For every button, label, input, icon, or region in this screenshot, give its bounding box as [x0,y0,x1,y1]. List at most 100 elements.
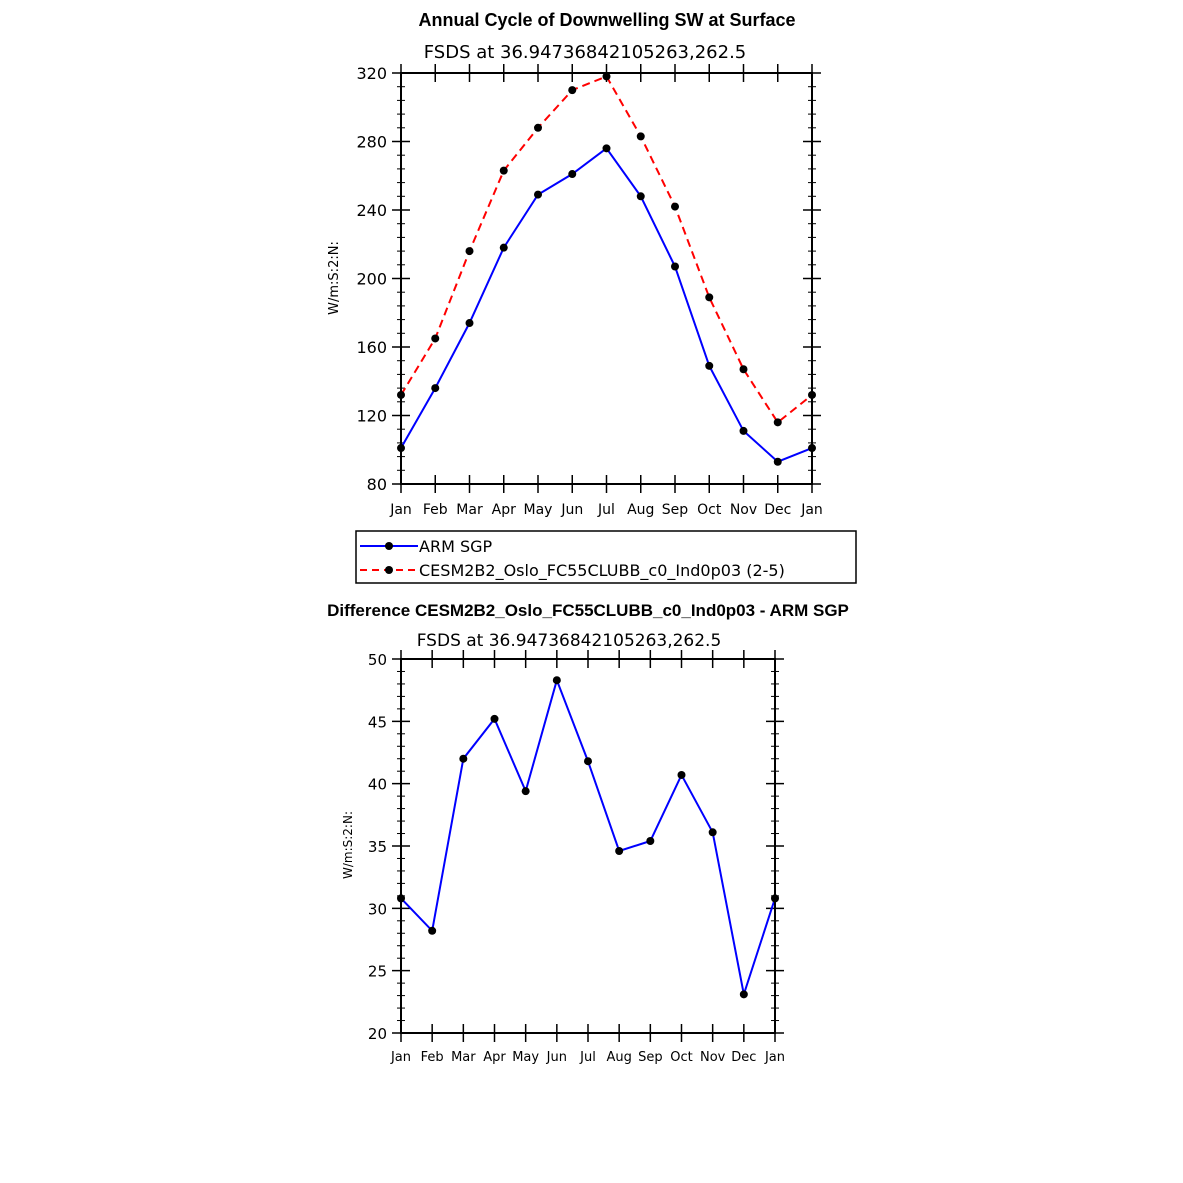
data-point [602,72,611,81]
x-tick-label: Jun [560,502,583,518]
data-point [490,714,499,723]
chart1-points [397,72,816,466]
data-point [708,828,717,837]
chart1-plot-frame [400,72,813,485]
data-point [428,926,437,935]
x-tick-label: May [524,502,553,518]
legend-marker-arm-sgp [385,542,393,550]
x-tick-label: Dec [764,502,791,518]
data-point [459,754,468,763]
y-tick-label: 320 [356,64,387,83]
data-point [677,770,686,779]
data-point [568,170,577,179]
x-tick-label: Nov [700,1050,726,1065]
data-point [671,262,679,271]
x-tick-label: Oct [670,1050,692,1065]
x-tick-label: Mar [451,1050,476,1065]
data-point [705,361,714,370]
series-line-1 [400,75,813,424]
y-tick-label: 35 [368,838,387,856]
series-line-0 [400,677,776,995]
x-tick-label: Nov [730,502,757,518]
difference-chart: Difference CESM2B2_Oslo_FC55CLUBB_c0_Ind… [327,601,849,1065]
chart2-title: Difference CESM2B2_Oslo_FC55CLUBB_c0_Ind… [327,601,849,620]
y-tick-label: 200 [356,270,387,289]
chart2-x-tick-labels: Jan Feb Mar Apr May Jun Jul Aug Sep Oct Nov Dec Jan [390,1050,785,1065]
x-tick-label: Aug [627,502,654,518]
chart1-ylabel: W/m:S:2:N: [327,241,342,315]
data-point [671,202,679,211]
chart1-ticks [392,64,821,493]
legend-box [355,530,857,584]
legend-label-arm-sgp: ARM SGP [419,537,493,556]
x-tick-label: Jan [390,1050,411,1065]
y-tick-label: 240 [356,201,387,220]
x-tick-label: Dec [731,1050,756,1065]
y-tick-label: 160 [356,338,387,357]
annual-cycle-chart: Annual Cycle of Downwelling SW at Surfac… [327,10,823,518]
y-tick-label: 120 [356,407,387,426]
y-tick-label: 50 [368,651,387,669]
data-point [465,319,474,328]
data-point [568,86,577,95]
data-point [739,426,748,435]
data-point [646,837,655,846]
y-tick-label: 80 [367,475,387,494]
legend-label-cesm: CESM2B2_Oslo_FC55CLUBB_c0_Ind0p03 (2-5) [419,561,785,581]
data-point [636,132,645,141]
y-tick-label: 20 [368,1025,387,1043]
y-tick-label: 280 [356,133,387,152]
data-point [431,334,440,343]
x-tick-label: Jul [597,502,615,518]
data-point [739,990,748,999]
x-tick-label: Apr [492,502,516,518]
chart2-series-lines [400,677,776,995]
data-point [534,123,542,132]
data-point [431,384,440,393]
x-tick-label: Oct [697,502,722,518]
data-point [773,457,782,466]
chart1-series-lines [400,75,813,463]
x-tick-label: Jul [579,1050,596,1065]
x-tick-label: Aug [606,1050,631,1065]
data-point [552,676,561,685]
data-point [521,787,530,796]
x-tick-label: May [512,1050,539,1065]
data-point [584,757,592,766]
data-point [705,293,714,302]
legend: ARM SGP CESM2B2_Oslo_FC55CLUBB_c0_Ind0p0… [355,530,857,584]
x-tick-label: Jan [800,502,823,518]
chart2-y-tick-labels: 20 25 30 35 40 45 50 [368,651,387,1043]
chart2-ticks [392,650,784,1042]
chart2-subtitle: FSDS at 36.94736842105263,262.5 [417,631,722,651]
x-tick-label: Mar [456,502,483,518]
data-point [602,144,611,153]
series-line-0 [400,146,813,463]
data-point [615,846,624,855]
y-tick-label: 30 [368,900,387,918]
x-tick-label: Apr [483,1050,506,1065]
x-tick-label: Jun [546,1050,567,1065]
x-tick-label: Jan [389,502,412,518]
data-point [499,166,508,175]
chart2-points [397,676,779,999]
x-tick-label: Sep [662,502,689,518]
chart1-x-tick-labels: Jan Feb Mar Apr May Jun Jul Aug Sep Oct Nov Dec Jan [389,502,823,518]
chart2-ylabel: W/m:S:2:N: [341,811,355,879]
chart1-subtitle: FSDS at 36.94736842105263,262.5 [424,42,747,63]
x-tick-label: Jan [764,1050,785,1065]
data-point [465,247,474,256]
y-tick-label: 45 [368,713,387,731]
chart1-y-tick-labels: 80 120 160 200 240 280 320 [356,64,387,494]
x-tick-label: Feb [423,502,448,518]
chart2-plot-frame [400,658,776,1034]
chart1-title: Annual Cycle of Downwelling SW at Surfac… [418,10,795,30]
data-point [739,365,748,374]
x-tick-label: Sep [638,1050,663,1065]
y-tick-label: 25 [368,963,387,981]
data-point [534,190,542,199]
y-tick-label: 40 [368,776,387,794]
data-point [636,192,645,201]
data-point [499,243,508,252]
